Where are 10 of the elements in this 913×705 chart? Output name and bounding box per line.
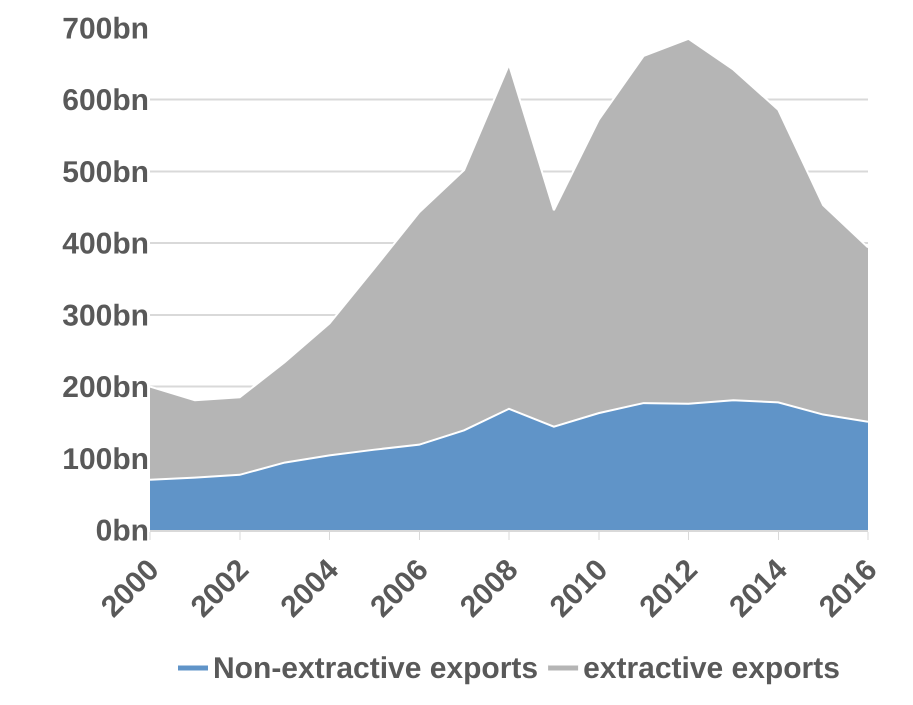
y-tick-label: 300bn — [62, 299, 149, 332]
y-tick-label: 700bn — [62, 12, 149, 46]
y-tick-label: 500bn — [62, 156, 149, 189]
y-tick-label: 400bn — [62, 228, 149, 261]
legend-label: extractive exports — [583, 652, 840, 686]
y-tick-label: 200bn — [62, 371, 149, 404]
y-tick-label: 0bn — [96, 514, 149, 548]
legend-label: Non-extractive exports — [213, 652, 538, 686]
y-tick-label: 100bn — [62, 442, 149, 476]
y-tick-label: 600bn — [62, 84, 149, 118]
